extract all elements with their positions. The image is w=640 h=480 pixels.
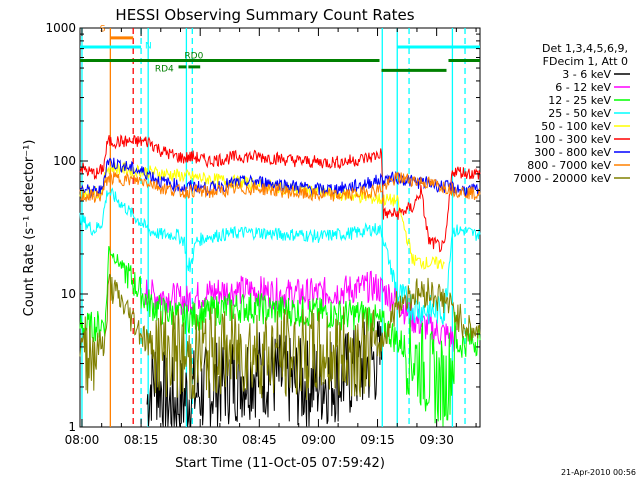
x-axis: 08:00 08:15 08:30 08:45 09:00 09:15 09:30 [65,28,477,447]
legend-header-0: Det 1,3,4,5,6,9, [542,42,628,55]
legend-entry-3: 25 - 50 keV [548,107,611,120]
plot-area [79,27,481,428]
x-tick-label-2: 08:30 [183,433,218,447]
plot-frame [79,27,481,428]
timestamp: 21-Apr-2010 00:56 [561,468,636,477]
legend-header-1: FDecim 1, Att 0 [543,55,628,68]
y-tick-label-2: 100 [53,154,76,168]
legend-entry-0: 3 - 6 keV [562,68,611,81]
flag-label-n: N [145,42,152,52]
x-tick-label-0: 08:00 [65,433,100,447]
y-tick-label-1: 10 [61,287,76,301]
legend-entry-7: 800 - 7000 keV [527,159,611,172]
series-lines [79,134,481,427]
y-axis-label: Count Rate (s⁻¹ detector⁻¹) [22,140,37,317]
y-tick-label-0: 1 [68,420,76,434]
y-axis: 1 10 100 1000 [45,21,480,434]
x-axis-label: Start Time (11-Oct-05 07:59:42) [175,456,385,471]
series-line-7 [79,171,481,203]
legend-entry-4: 50 - 100 keV [541,120,611,133]
series-line-8 [79,273,481,401]
chart-title: HESSI Observing Summary Count Rates [115,6,414,24]
legend-entry-6: 300 - 800 keV [534,146,611,159]
series-line-2 [79,245,481,427]
flag-label-rd0: RD0 [184,51,203,61]
legend-entry-8: 7000 - 20000 keV [513,172,611,185]
legend-entry-1: 6 - 12 keV [555,81,611,94]
x-tick-label-4: 09:00 [301,433,336,447]
x-tick-label-1: 08:15 [124,433,159,447]
series-line-3 [79,187,481,325]
y-tick-label-3: 1000 [45,21,76,35]
x-tick-label-6: 09:30 [419,433,454,447]
flag-bars: S N RD0 RD4 [80,25,480,75]
series-line-1 [144,270,457,352]
legend-entry-2: 12 - 25 keV [548,94,611,107]
flag-label-s: S [100,25,106,35]
x-tick-label-5: 09:15 [360,433,395,447]
flag-label-rd4: RD4 [155,65,174,75]
legend-entry-5: 100 - 300 keV [534,133,611,146]
legend: Det 1,3,4,5,6,9,FDecim 1, Att 03 - 6 keV… [513,42,630,185]
x-tick-label-3: 08:45 [242,433,277,447]
series-line-5 [79,134,481,253]
